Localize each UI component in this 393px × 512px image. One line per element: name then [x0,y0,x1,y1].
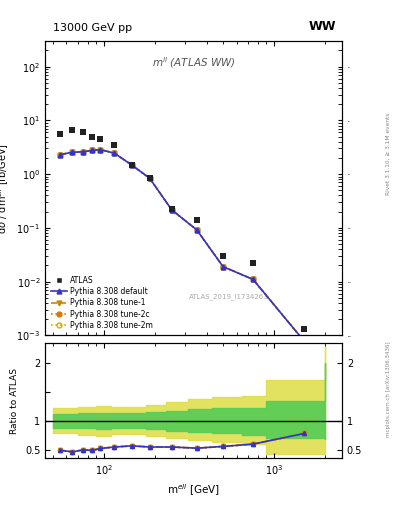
Text: 13000 GeV pp: 13000 GeV pp [53,23,132,33]
X-axis label: m$^{ell}$ [GeV]: m$^{ell}$ [GeV] [167,482,220,498]
Text: WW: WW [309,20,336,33]
Point [301,325,307,333]
Point [80,128,86,136]
Point [147,174,153,182]
Point [111,141,118,149]
Point [69,126,75,135]
Point [97,135,103,143]
Y-axis label: Ratio to ATLAS: Ratio to ATLAS [10,368,19,434]
Text: mcplots.cern.ch [arXiv:1306.3436]: mcplots.cern.ch [arXiv:1306.3436] [386,342,391,437]
Point [220,252,226,260]
Legend: ATLAS, Pythia 8.308 default, Pythia 8.308 tune-1, Pythia 8.308 tune-2c, Pythia 8: ATLAS, Pythia 8.308 default, Pythia 8.30… [49,274,155,332]
Point [250,259,256,267]
Text: ATLAS_2019_I1734263: ATLAS_2019_I1734263 [189,294,269,301]
Point [194,216,200,224]
Text: Rivet 3.1.10, ≥ 3.1M events: Rivet 3.1.10, ≥ 3.1M events [386,113,391,195]
Point [89,133,95,141]
Y-axis label: d$\sigma$ / dm$^{ell}$ [fb/GeV]: d$\sigma$ / dm$^{ell}$ [fb/GeV] [0,143,11,233]
Point [169,205,175,214]
Point [129,161,135,169]
Point [57,130,63,138]
Text: m$^{ll}$ (ATLAS WW): m$^{ll}$ (ATLAS WW) [152,56,235,71]
